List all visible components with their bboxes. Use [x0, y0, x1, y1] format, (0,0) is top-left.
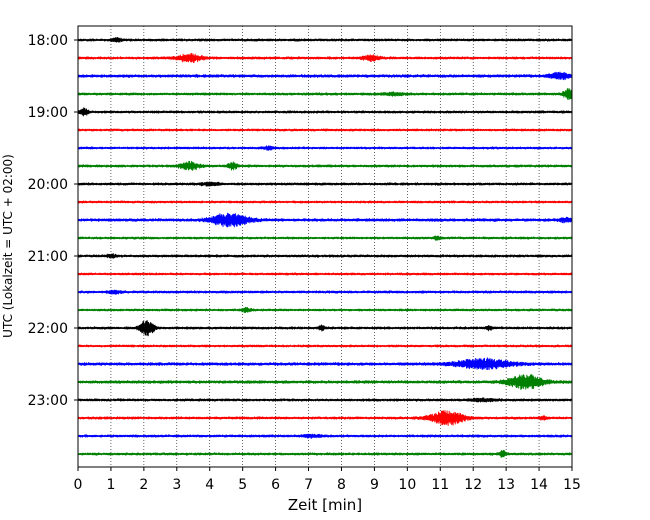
x-axis-label: Zeit [min] — [288, 496, 362, 514]
seismic-traces — [77, 37, 573, 458]
x-tick-label: 12 — [464, 477, 482, 493]
trace-2115 — [77, 272, 573, 276]
trace-2100 — [77, 253, 573, 259]
x-tick-label: 14 — [530, 477, 548, 493]
trace-2315 — [77, 410, 573, 426]
y-axis-label: UTC (Lokalzeit = UTC + 02:00) — [1, 154, 15, 338]
trace-2300 — [77, 397, 573, 403]
x-tick-label: 11 — [431, 477, 449, 493]
plot-frame — [77, 25, 573, 468]
x-axis: 0 1 2 3 4 5 6 7 8 9 10 11 12 13 14 15 — [74, 467, 581, 493]
plot-background — [78, 26, 572, 467]
trace-1930 — [77, 145, 573, 151]
y-tick-label: 23:00 — [28, 393, 68, 409]
y-tick-label: 19:00 — [28, 105, 68, 121]
trace-1830 — [77, 71, 573, 81]
x-tick-label: 9 — [370, 477, 379, 493]
x-tick-label: 2 — [139, 477, 148, 493]
x-tick-label: 4 — [205, 477, 214, 493]
x-tick-label: 1 — [106, 477, 115, 493]
trace-1915 — [77, 128, 573, 132]
x-tick-label: 5 — [238, 477, 247, 493]
trace-1845 — [77, 87, 573, 101]
y-tick-label: 22:00 — [28, 321, 68, 337]
x-tick-label: 6 — [271, 477, 280, 493]
trace-1800 — [77, 37, 573, 43]
trace-2230 — [77, 357, 573, 371]
y-axis: 18:00 19:00 20:00 21:00 22:00 23:00 — [28, 33, 78, 409]
trace-2245 — [77, 374, 573, 390]
y-tick-label: 21:00 — [28, 249, 68, 265]
trace-2000 — [77, 181, 573, 187]
trace-2145 — [77, 306, 573, 314]
x-tick-label: 13 — [497, 477, 515, 493]
y-tick-label: 20:00 — [28, 177, 68, 193]
trace-1815 — [77, 52, 573, 63]
trace-2345 — [77, 449, 573, 458]
trace-2045 — [77, 235, 573, 241]
trace-1900 — [77, 107, 573, 117]
x-tick-label: 15 — [563, 477, 581, 493]
x-tick-label: 0 — [74, 477, 83, 493]
trace-1945 — [77, 160, 573, 171]
trace-2030 — [77, 212, 573, 228]
trace-2215 — [77, 344, 573, 348]
trace-2330 — [77, 433, 573, 439]
trace-2130 — [77, 289, 573, 295]
x-tick-label: 8 — [337, 477, 346, 493]
trace-2015 — [77, 200, 573, 204]
x-tick-label: 7 — [304, 477, 313, 493]
trace-2200 — [77, 320, 573, 337]
y-tick-label: 18:00 — [28, 33, 68, 49]
x-tick-label: 3 — [172, 477, 181, 493]
x-tick-label: 10 — [398, 477, 416, 493]
